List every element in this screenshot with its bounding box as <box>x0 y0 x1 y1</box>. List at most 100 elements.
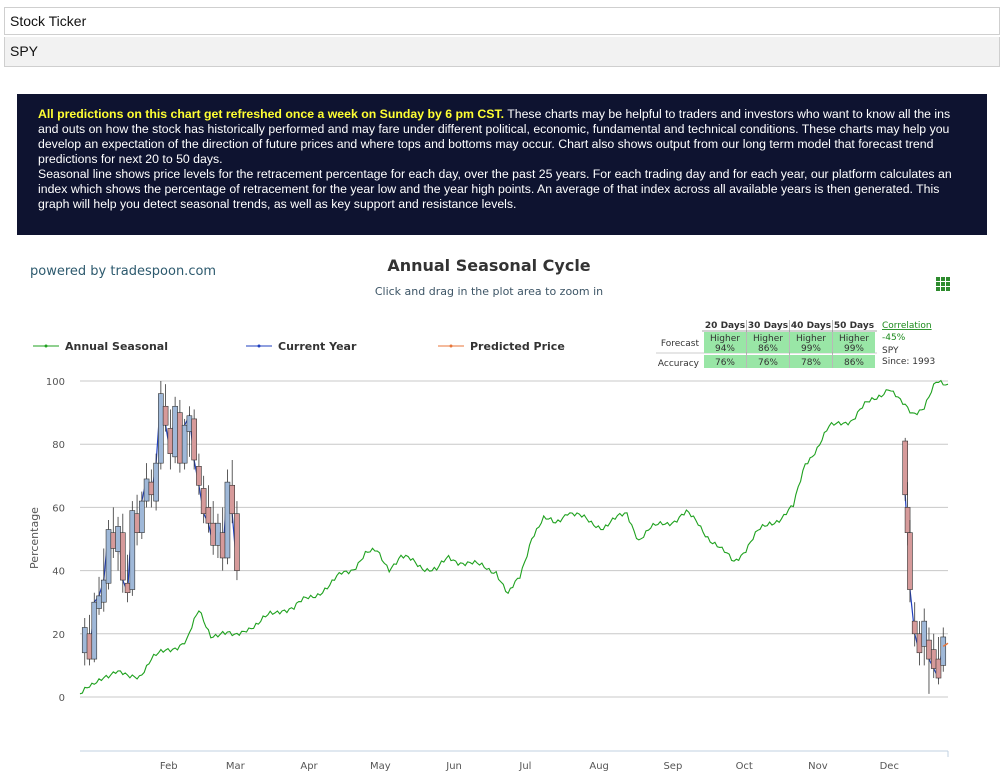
series-line-predicted-price <box>942 642 949 648</box>
legend-item-annual-seasonal[interactable]: Annual Seasonal <box>33 340 168 353</box>
candle-body-17 <box>162 405 169 426</box>
y-tick-label-80: 80 <box>52 440 65 451</box>
grid-menu-icon[interactable] <box>935 276 951 292</box>
candle-body-20 <box>177 412 183 464</box>
candle-body-27 <box>210 522 216 546</box>
candle-body-5 <box>105 529 112 584</box>
chart-subtitle: Click and drag in the plot area to zoom … <box>374 285 604 298</box>
table-header-50-days: 50 Days <box>834 321 874 331</box>
candle-body-35 <box>907 532 913 590</box>
legend-label-annual-seasonal: Annual Seasonal <box>65 340 168 353</box>
candle-body-6 <box>110 532 117 549</box>
candle-body-14 <box>148 481 155 496</box>
accuracy-20: 76% <box>715 358 735 368</box>
candle-body-2 <box>91 601 98 660</box>
x-tick-label-jun: Jun <box>445 761 462 772</box>
forecast-dir-40: Higher <box>796 334 826 344</box>
legend-item-current-year[interactable]: Current Year <box>246 340 357 353</box>
x-tick-label-dec: Dec <box>880 761 899 772</box>
y-tick-label-20: 20 <box>52 630 65 641</box>
accuracy-30: 76% <box>758 358 778 368</box>
x-tick-label-apr: Apr <box>300 761 318 772</box>
candle-body-31 <box>229 484 235 515</box>
candle-body-13 <box>143 478 150 502</box>
series-line-current-year-1 <box>84 393 238 660</box>
series-line-current-year-2 <box>904 494 944 681</box>
candle-body-39 <box>926 639 932 660</box>
x-tick-label-may: May <box>370 761 391 772</box>
candle-body-33 <box>902 440 908 496</box>
candle-body-12 <box>139 500 145 533</box>
forecast-pct-40: 99% <box>801 344 821 354</box>
candle-body-25 <box>200 488 207 515</box>
table-header-30-days: 30 Days <box>748 321 788 331</box>
candle-body-28 <box>215 522 221 546</box>
chart-title: Annual Seasonal Cycle <box>387 256 591 275</box>
y-tick-label-40: 40 <box>52 567 65 578</box>
correlation-link[interactable]: Correlation <box>882 321 932 331</box>
forecast-pct-30: 86% <box>758 344 778 354</box>
x-tick-label-aug: Aug <box>589 761 609 772</box>
legend-label-current-year: Current Year <box>278 340 357 353</box>
legend-label-predicted-price: Predicted Price <box>470 340 565 353</box>
candle-body-1 <box>86 633 93 660</box>
forecast-dir-50: Higher <box>839 334 869 344</box>
ticker-select[interactable]: SPY <box>4 37 1000 67</box>
info-banner: All predictions on this chart get refres… <box>17 94 987 235</box>
correlation-since: Since: 1993 <box>882 357 935 367</box>
candle-body-38 <box>921 620 928 647</box>
forecast-dir-30: Higher <box>753 334 783 344</box>
y-axis-title: Percentage <box>28 507 41 569</box>
y-tick-label-60: 60 <box>52 503 65 514</box>
candle-body-18 <box>167 428 174 454</box>
candle-body-26 <box>205 507 212 524</box>
x-tick-label-oct: Oct <box>736 761 753 772</box>
candle-body-29 <box>219 532 226 559</box>
candle-body-42 <box>940 636 947 666</box>
banner-paragraph-1: All predictions on this chart get refres… <box>38 107 967 167</box>
correlation-value: -45% <box>882 333 906 343</box>
candle-body-21 <box>181 424 188 464</box>
candle-body-15 <box>153 462 159 502</box>
accuracy-row-label: Accuracy <box>658 359 700 369</box>
candle-body-0 <box>81 627 88 654</box>
candle-body-8 <box>120 532 126 581</box>
y-tick-label-0: 0 <box>59 693 65 704</box>
candle-body-36 <box>911 620 918 635</box>
forecast-row-label: Forecast <box>661 339 700 349</box>
forecast-table: 20 Days 30 Days 40 Days 50 Days Forecast… <box>656 320 935 369</box>
candle-body-3 <box>96 595 102 609</box>
candle-body-23 <box>191 418 197 461</box>
candle-body-16 <box>158 393 164 464</box>
candle-body-11 <box>134 513 140 533</box>
table-header-20-days: 20 Days <box>705 321 745 331</box>
x-tick-label-nov: Nov <box>808 761 828 772</box>
banner-highlight: All predictions on this chart get refres… <box>38 107 505 121</box>
plot-area[interactable]: 0 20 40 60 80 100 Feb Mar Apr May Jun Jul Aug Sep Oct N… <box>46 377 949 772</box>
forecast-pct-20: 94% <box>715 344 735 354</box>
legend: Annual Seasonal Current Year Predicted P… <box>33 340 565 353</box>
ticker-field-label: Stock Ticker <box>4 7 1000 35</box>
candle-body-34 <box>904 507 911 533</box>
correlation-symbol: SPY <box>882 346 899 356</box>
candle-body-22 <box>186 415 193 432</box>
y-tick-label-100: 100 <box>46 377 65 388</box>
x-tick-label-mar: Mar <box>226 761 246 772</box>
series-line-annual-seasonal <box>79 379 949 695</box>
candle-body-9 <box>124 582 131 594</box>
candle-body-30 <box>224 481 231 559</box>
legend-item-predicted-price[interactable]: Predicted Price <box>438 340 565 353</box>
candle-body-32 <box>234 513 240 571</box>
candle-body-10 <box>129 510 136 590</box>
powered-by-link[interactable]: powered by tradespoon.com <box>30 264 217 279</box>
accuracy-40: 78% <box>801 358 821 368</box>
table-header-40-days: 40 Days <box>791 321 831 331</box>
candle-body-40 <box>930 649 937 669</box>
x-tick-label-sep: Sep <box>663 761 682 772</box>
x-tick-label-feb: Feb <box>160 761 178 772</box>
forecast-dir-20: Higher <box>710 334 740 344</box>
candle-body-41 <box>935 658 942 679</box>
candle-body-7 <box>115 526 121 552</box>
forecast-pct-50: 99% <box>844 344 864 354</box>
candle-body-19 <box>172 405 178 458</box>
